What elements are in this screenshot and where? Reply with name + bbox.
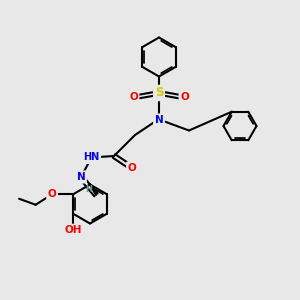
Text: H: H <box>85 185 92 194</box>
Text: OH: OH <box>64 225 82 235</box>
Text: N: N <box>76 172 85 182</box>
Text: O: O <box>129 92 138 103</box>
Text: N: N <box>154 115 164 125</box>
Text: S: S <box>155 86 163 100</box>
Text: O: O <box>180 92 189 103</box>
Text: O: O <box>128 163 136 173</box>
Text: HN: HN <box>83 152 100 163</box>
Text: O: O <box>48 189 56 199</box>
